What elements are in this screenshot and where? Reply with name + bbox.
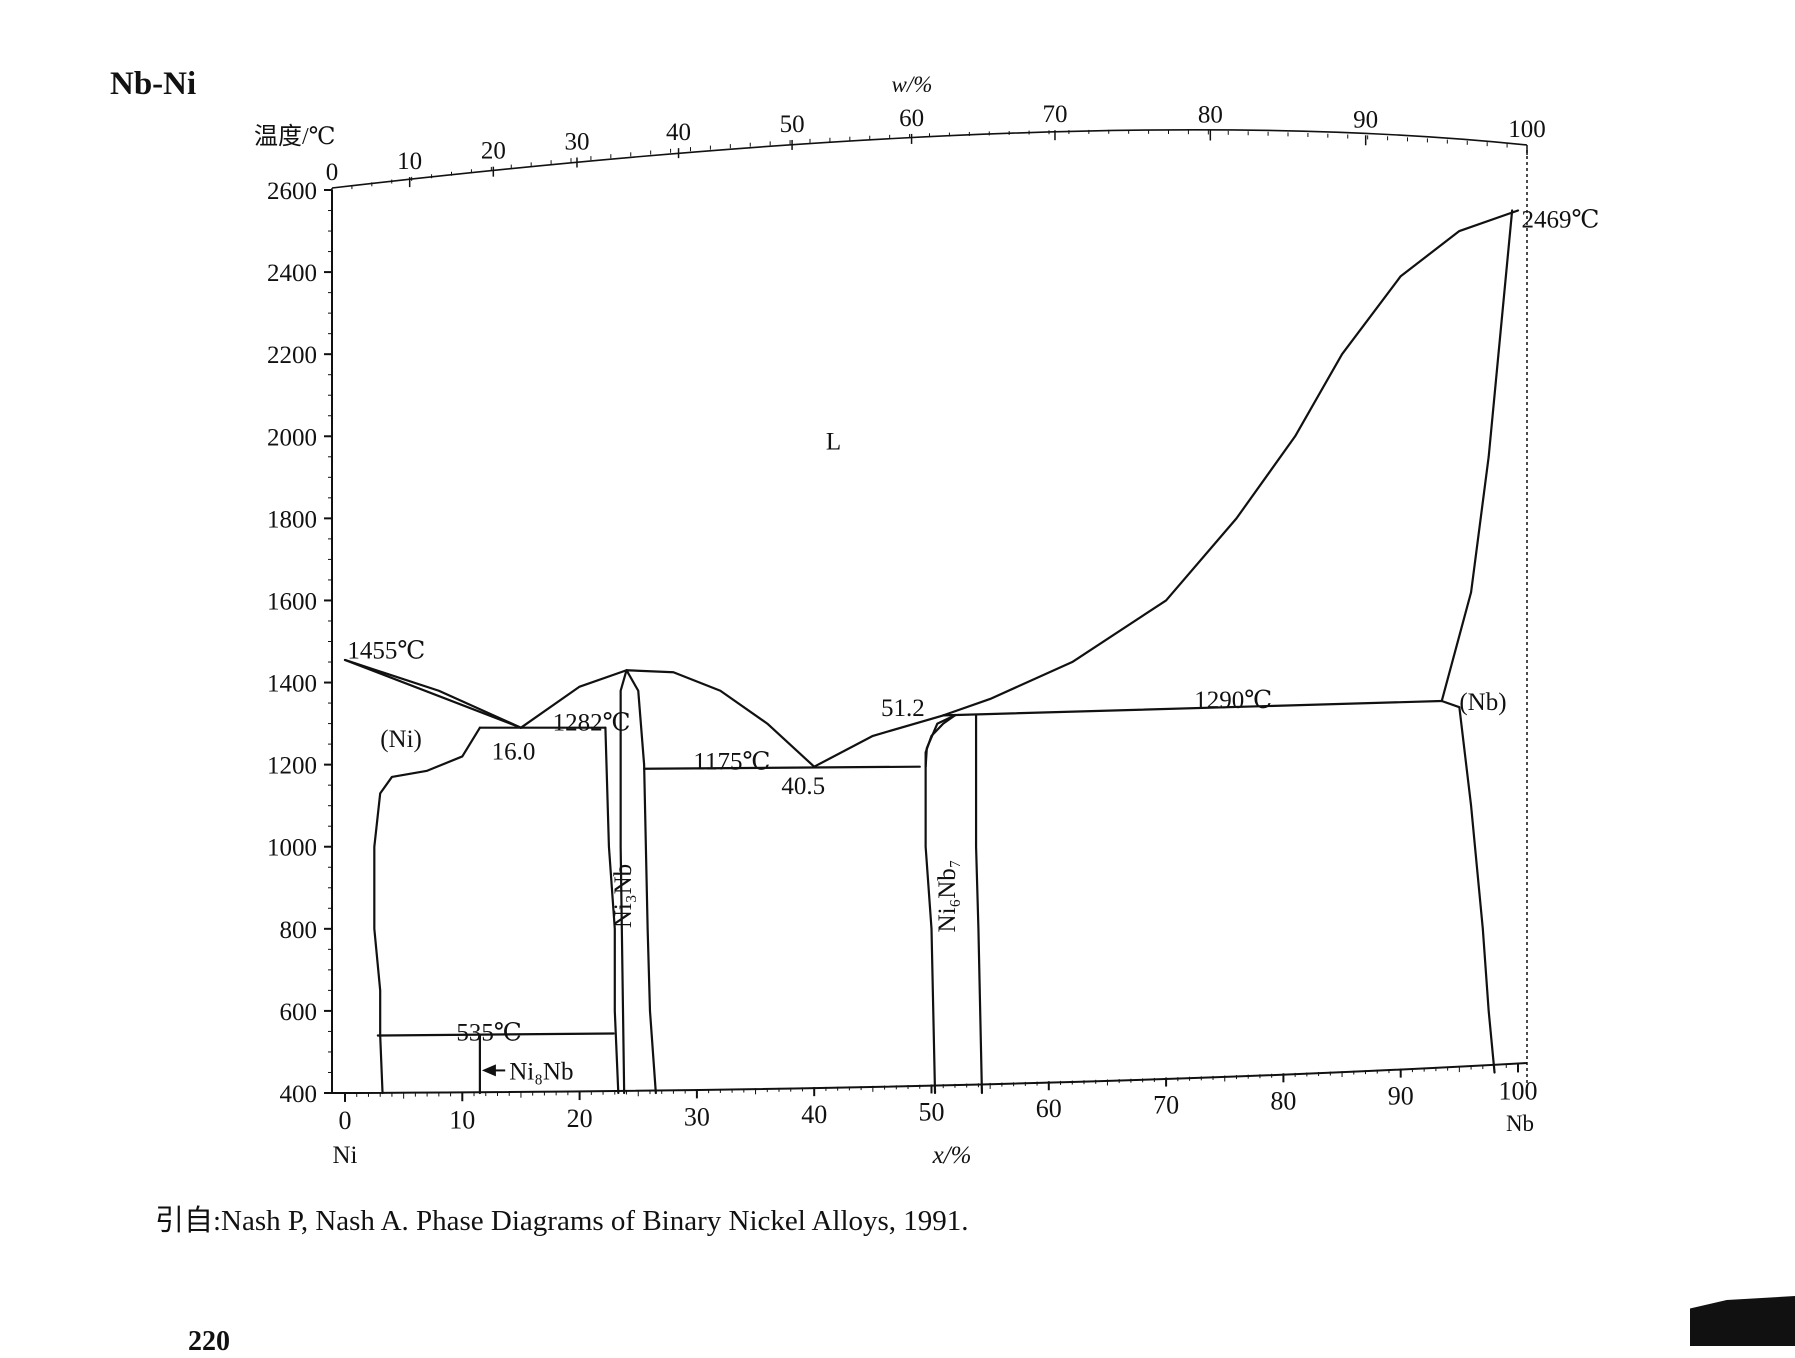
x-tick-label: 100	[1499, 1076, 1538, 1105]
annotation: 1282℃	[553, 710, 631, 737]
citation: 引自:Nash P, Nash A. Phase Diagrams of Bin…	[155, 1205, 969, 1237]
phase-boundary-8	[643, 765, 921, 770]
phase-boundaries	[343, 209, 1520, 1095]
y-tick-label: 400	[280, 1081, 318, 1108]
top-axis-label: w/%	[892, 72, 933, 97]
page-number: 220	[188, 1326, 230, 1357]
phase-boundary-14	[924, 714, 957, 768]
annotation: 16.0	[492, 738, 536, 765]
phase-label: Ni₆Nb₇	[934, 859, 961, 932]
phase-boundary-15	[1440, 699, 1496, 1074]
phase-label: Ni₈Nb	[509, 1058, 573, 1085]
phase-boundary-16	[1440, 209, 1514, 703]
top-tick-label: 30	[564, 129, 589, 156]
top-tick-label: 100	[1508, 116, 1546, 143]
top-tick-label: 20	[481, 138, 506, 165]
top-tick-label: 10	[397, 148, 422, 175]
phase-boundary-7	[625, 669, 657, 1095]
top-axis-line	[331, 128, 1528, 189]
x-tick-label: 90	[1388, 1082, 1414, 1111]
top-tick-label: 80	[1198, 101, 1223, 128]
phase-label: Ni₃Nb	[610, 864, 637, 928]
y-tick-label: 600	[280, 999, 318, 1026]
phase-boundary-12	[974, 714, 984, 1095]
phase-label: L	[826, 428, 841, 455]
phase-boundary-4	[519, 669, 816, 768]
x-tick-label: 30	[684, 1102, 710, 1131]
top-tick-label: 50	[780, 111, 805, 138]
phase-boundary-5	[604, 726, 620, 1095]
top-tick-label: 40	[666, 119, 691, 146]
y-tick-label: 2400	[267, 260, 317, 287]
y-tick-label: 2000	[267, 424, 317, 451]
x-axis-label: x/%	[932, 1142, 972, 1169]
y-tick-label: 2600	[267, 178, 317, 205]
phase-boundary-6	[619, 669, 628, 1095]
y-axis-label: 温度/℃	[254, 124, 336, 150]
y-tick-label: 1000	[267, 835, 317, 862]
annotation: 1175℃	[693, 749, 770, 776]
annotation: 1455℃	[347, 638, 425, 665]
y-axis: 400 600 800 1000 1200 1400 1600 1800 2000 2200 240…	[267, 178, 332, 1108]
x-end-label-left: Ni	[333, 1142, 358, 1169]
figure-title: Nb-Ni	[110, 66, 197, 102]
x-tick-label: 70	[1153, 1091, 1179, 1120]
phase-label: (Ni)	[380, 726, 422, 753]
x-tick-label: 20	[567, 1104, 593, 1133]
top-tick-label: 0	[326, 159, 339, 186]
phase-boundary-2	[373, 726, 481, 1095]
arrow-head	[481, 1064, 496, 1077]
phase-boundary-0	[343, 658, 523, 729]
phase-boundary-10	[942, 209, 1520, 717]
annotation: 51.2	[881, 695, 925, 722]
y-tick-label: 800	[280, 917, 318, 944]
y-tick-label: 1800	[267, 506, 317, 533]
top-tick-label: 70	[1042, 101, 1067, 128]
top-tick-label: 60	[899, 105, 924, 132]
phase-boundary-13	[942, 699, 1443, 717]
plot-frame	[331, 128, 1528, 1094]
y-tick-label: 1600	[267, 588, 317, 615]
x-tick-label: 40	[801, 1100, 827, 1129]
x-tick-label: 60	[1036, 1094, 1062, 1123]
x-axis-bottom: 0 10 20 30 40 50 60 70 80 90 100 Ni Nb x/%	[333, 1063, 1538, 1169]
top-tick-label: 90	[1353, 106, 1378, 133]
x-tick-label: 0	[339, 1106, 352, 1135]
x-axis-top: 0 10 20 30 40 50 60 70 80 90 100 w/%	[326, 72, 1546, 198]
y-tick-label: 2200	[267, 342, 317, 369]
phase-boundary-1	[343, 658, 523, 729]
annotation: 40.5	[781, 773, 825, 800]
x-tick-label: 50	[919, 1097, 945, 1126]
phase-labels: L (Ni) (Nb) Ni₃Nb Ni₆Nb₇ Ni₈Nb	[380, 428, 1506, 1085]
phase-label: (Nb)	[1459, 689, 1506, 716]
annotations: 1455℃ 16.0 1282℃ 1175℃ 40.5 51.2 1290℃ 535℃ 2469…	[347, 207, 1599, 1047]
phase-boundary-9	[813, 714, 945, 768]
x-end-label-right: Nb	[1506, 1111, 1534, 1136]
y-tick-label: 1200	[267, 753, 317, 780]
x-tick-label: 80	[1270, 1086, 1296, 1115]
x-tick-label: 10	[449, 1105, 475, 1134]
y-tick-label: 1400	[267, 671, 317, 698]
phase-boundary-17	[376, 1032, 615, 1037]
x-axis-line	[331, 1062, 1528, 1094]
annotation: 535℃	[456, 1019, 521, 1046]
annotation: 1290℃	[1194, 687, 1272, 714]
annotation: 2469℃	[1522, 207, 1600, 234]
